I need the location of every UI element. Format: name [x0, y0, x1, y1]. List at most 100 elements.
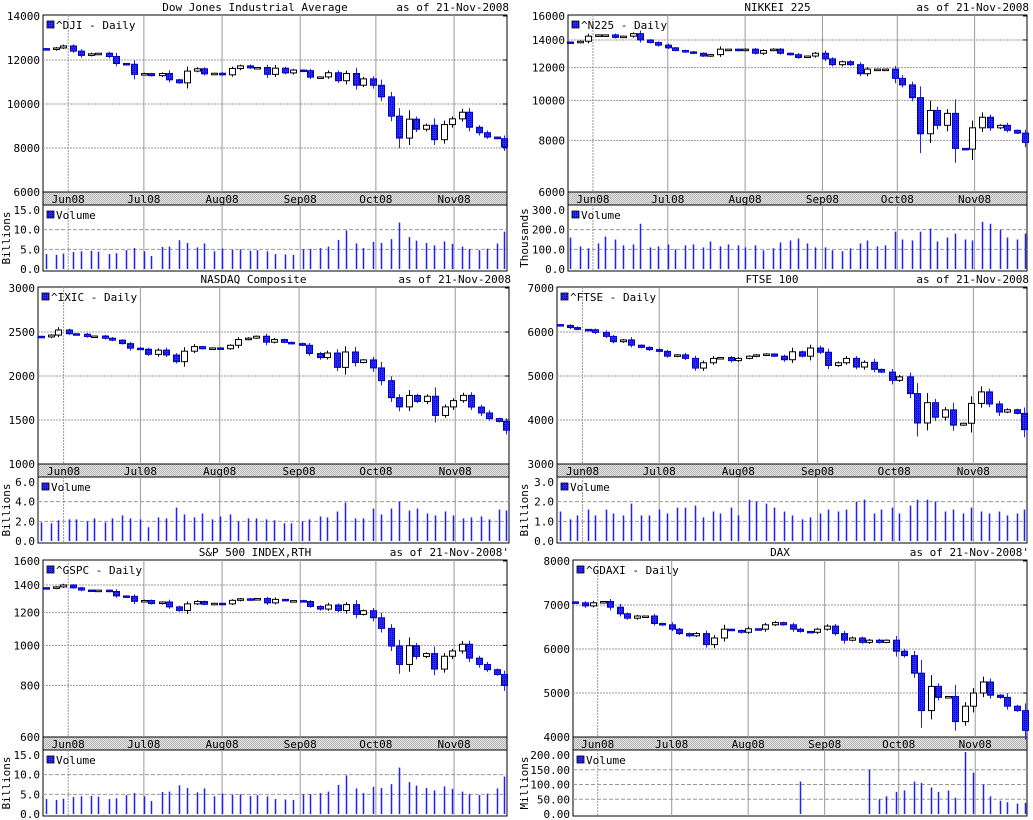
candle-down	[201, 600, 208, 605]
candle-down	[43, 587, 50, 590]
candle-down	[396, 115, 403, 139]
volume-tick-label: 0.0	[20, 263, 40, 276]
candle-up	[155, 349, 162, 355]
legend-swatch-icon	[571, 20, 580, 29]
candle-down	[682, 354, 689, 359]
volume-tick-label: 10.0	[14, 224, 41, 237]
candle-down	[669, 624, 676, 630]
candle-up	[620, 35, 627, 39]
month-label: Jun08	[581, 738, 614, 751]
volume-axis-label: Thousands	[518, 208, 531, 268]
candle-down	[388, 96, 395, 117]
month-label: Sep08	[284, 738, 317, 751]
candle-down	[73, 333, 80, 336]
month-label: Aug08	[729, 193, 762, 206]
candle-down	[378, 84, 385, 98]
candle-down	[466, 111, 473, 128]
price-tick-label: 10000	[7, 98, 40, 111]
volume-plot-area	[37, 476, 510, 544]
candle-down	[431, 653, 438, 670]
candle-up	[735, 357, 742, 362]
candle-up	[760, 50, 767, 54]
candle-down	[935, 685, 942, 698]
price-tick-label: 800	[20, 679, 40, 692]
candle-down	[317, 353, 324, 359]
candle-up	[290, 69, 297, 74]
candle-up	[360, 359, 367, 364]
candle-up	[272, 67, 279, 75]
chart-panel-ixicdaily: NASDAQ Composite as of 21-Nov-2008 1000 150…	[0, 273, 511, 548]
candle-up	[707, 54, 714, 57]
as-of-date: as of 21-Nov-2008'	[390, 546, 509, 559]
candle-up	[742, 48, 749, 52]
candle-up	[181, 350, 188, 363]
candle-down	[728, 357, 735, 362]
volume-tick-label: 50.00	[537, 793, 570, 806]
candle-up	[343, 604, 350, 612]
candle-up	[343, 72, 350, 82]
legend-swatch-icon	[560, 482, 569, 491]
candle-down	[501, 138, 508, 148]
legend-swatch-icon	[46, 565, 55, 574]
candle-down	[378, 617, 385, 629]
candle-up	[789, 351, 796, 361]
candle-up	[53, 586, 60, 589]
candle-down	[628, 339, 635, 346]
candle-up	[896, 376, 903, 381]
candle-up	[245, 337, 252, 341]
candle-up	[866, 639, 873, 643]
candle-down	[682, 50, 689, 53]
volume-tick-label: 5.0	[20, 243, 40, 256]
candle-down	[686, 633, 693, 637]
candle-down	[603, 331, 610, 337]
month-label: Jul08	[655, 738, 688, 751]
candle-up	[95, 52, 102, 56]
price-tick-label: 1200	[14, 607, 41, 620]
volume-axis-label: Billions	[0, 484, 13, 537]
candle-down	[664, 350, 671, 357]
volume-legend: Volume	[570, 481, 610, 494]
volume-tick-label: 0.0	[534, 535, 554, 548]
legend-swatch-icon	[46, 755, 55, 764]
month-label: Jul08	[127, 193, 160, 206]
candle-down	[950, 409, 957, 426]
candle-down	[592, 329, 599, 333]
candle-down	[163, 349, 170, 356]
candle-up	[459, 643, 466, 652]
candle-down	[728, 628, 735, 632]
month-label: Jul08	[127, 738, 160, 751]
candle-down	[176, 606, 183, 612]
volume-tick-label: 15.0	[14, 204, 41, 217]
candle-down	[106, 589, 113, 593]
candle-down	[334, 352, 341, 368]
candle-up	[630, 33, 637, 37]
as-of-date: as of 21-Nov-2008'	[910, 546, 1029, 559]
volume-axis-label: Millions	[518, 757, 531, 810]
candle-down	[825, 351, 832, 366]
candle-down	[817, 347, 824, 353]
candle-up	[595, 34, 602, 37]
candle-up	[745, 628, 752, 633]
price-legend: ^IXIC - Daily	[51, 291, 137, 304]
candle-up	[441, 655, 448, 670]
candle-down	[752, 48, 759, 54]
candle-down	[109, 337, 116, 341]
candle-down	[1014, 705, 1021, 712]
candle-up	[48, 334, 55, 338]
candle-down	[692, 357, 699, 369]
candle-up	[997, 124, 1004, 129]
candle-down	[987, 681, 994, 696]
candle-down	[655, 42, 662, 46]
candle-up	[717, 357, 724, 360]
volume-tick-label: 100.00	[530, 779, 570, 792]
month-label: Sep08	[283, 465, 316, 478]
month-label: Oct08	[359, 738, 392, 751]
candle-down	[907, 376, 914, 395]
price-tick-label: 2000	[9, 370, 36, 383]
candle-down	[822, 52, 829, 60]
candle-down	[557, 324, 564, 327]
candle-down	[889, 371, 896, 381]
candle-up	[423, 653, 430, 657]
candle-up	[945, 696, 952, 699]
price-plot-area	[42, 559, 508, 738]
